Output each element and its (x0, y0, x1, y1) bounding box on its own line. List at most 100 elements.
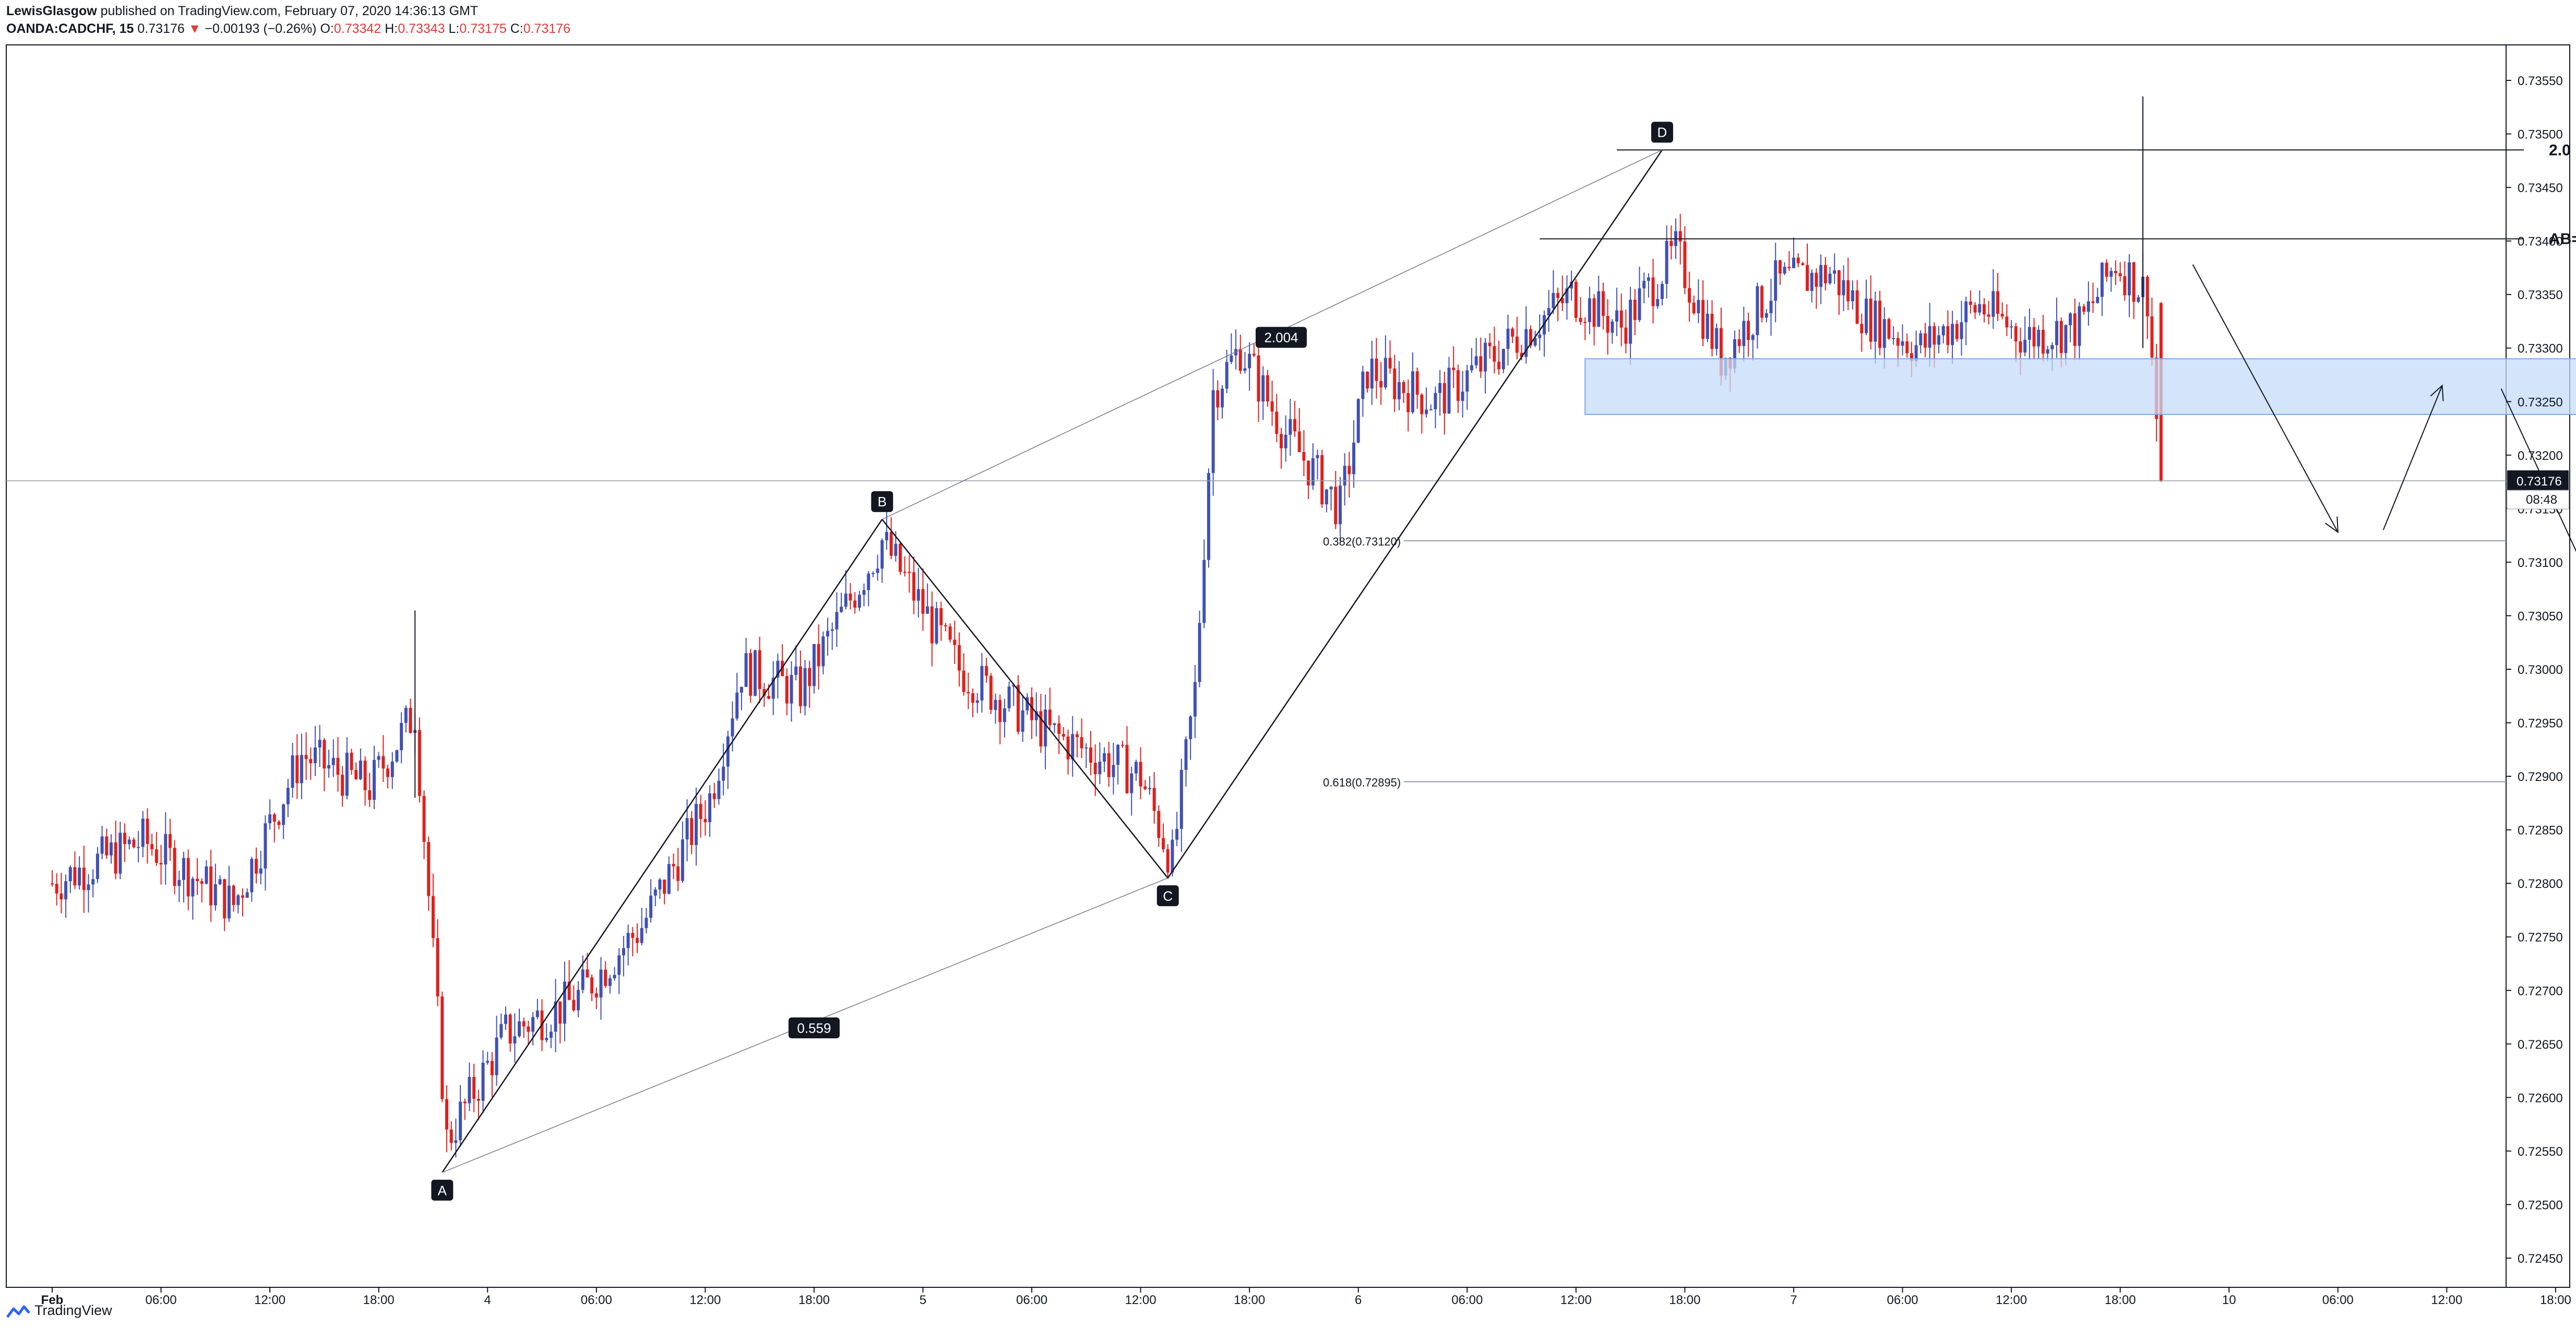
projection-arrow[interactable] (2500, 388, 2576, 782)
candle-body (1905, 341, 1909, 353)
candle-body (64, 881, 68, 899)
pattern-leg-AB[interactable] (442, 519, 883, 1173)
author-name[interactable]: LewisGlasgow (6, 4, 97, 18)
candle-body (549, 1032, 553, 1038)
price-axis[interactable]: 0.73550 0.73500 0.73450 0.73400 0.73350 0.733… (2506, 74, 2569, 1266)
candle-body (604, 969, 607, 986)
candle-body (1329, 487, 1333, 490)
candle-body (899, 543, 902, 572)
candle-body (577, 990, 580, 1011)
candle-body (109, 842, 113, 856)
candle-body (359, 760, 362, 779)
candle-body (1828, 274, 1832, 283)
price-tick-label: 0.72550 (2518, 1145, 2563, 1159)
candle-body (1465, 370, 1469, 392)
pattern-leg-BC[interactable] (881, 519, 1168, 879)
candle-body (712, 793, 716, 799)
time-tick-label: 18:00 (1669, 1293, 1700, 1307)
candle-body (817, 644, 820, 667)
candle-body (1642, 280, 1646, 289)
candle-body (1338, 485, 1342, 525)
candle-body (1189, 716, 1192, 739)
candle-body (318, 740, 321, 748)
candle-body (1084, 747, 1088, 749)
arrow-head (2324, 516, 2339, 534)
candle-body (1869, 298, 1873, 342)
candle-body (350, 752, 353, 770)
candle-body (1044, 709, 1047, 747)
point-label-c[interactable]: C (1156, 885, 1179, 906)
candle-body (1683, 241, 1687, 288)
candle-body (1107, 753, 1111, 777)
candle-body (300, 755, 303, 784)
candle-body (1910, 353, 1913, 361)
candle-body (1737, 339, 1741, 346)
supply-zone-rectangle[interactable] (1584, 358, 2576, 415)
projection-arrow[interactable] (2382, 385, 2443, 530)
candle-body (608, 978, 612, 986)
point-label-a[interactable]: A (431, 1179, 454, 1201)
candle-body (1034, 711, 1038, 720)
candle-body (731, 718, 734, 737)
candle-body (508, 1014, 512, 1044)
candle-body (1946, 326, 1950, 345)
candle-body (1411, 371, 1414, 412)
candle-body (975, 700, 979, 703)
candle-body (336, 757, 340, 775)
candle-body (1325, 489, 1328, 505)
tradingview-logo-icon[interactable] (6, 1304, 30, 1319)
footer-brand[interactable]: TradingView (34, 1302, 112, 1318)
candle-body (1987, 314, 1990, 317)
candle-body (1497, 361, 1501, 370)
candle-body (744, 653, 748, 687)
candle-body (1347, 466, 1351, 475)
candle-body (1021, 710, 1024, 732)
ratio-label[interactable]: 2.004 (1255, 327, 1307, 348)
price-tick-label: 0.72750 (2518, 931, 2563, 945)
candle-body (436, 938, 439, 997)
candle-body (96, 854, 99, 879)
candle-body (971, 693, 975, 703)
candle-body (681, 839, 684, 881)
candle-body (849, 593, 852, 601)
ratio-label-box (1255, 327, 1307, 348)
candle-body (363, 760, 367, 790)
candle-body (590, 977, 594, 994)
candle-body (1964, 301, 1968, 323)
candle-body (1747, 321, 1750, 340)
candle-body (1266, 375, 1269, 401)
projection-arrow[interactable] (2192, 264, 2339, 532)
price-tick-label: 0.72950 (2518, 717, 2563, 731)
symbol-label[interactable]: OANDA:CADCHF, 15 (6, 21, 134, 36)
candle-body (1810, 272, 1814, 291)
candle-body (1951, 324, 1954, 345)
candle-body (1003, 708, 1006, 722)
candle-body (640, 928, 643, 943)
ratio-label[interactable]: 0.559 (788, 1017, 840, 1039)
candle-body (2028, 327, 2031, 340)
point-label-d[interactable]: D (1651, 122, 1673, 143)
pattern-leg-CD[interactable] (1167, 149, 1663, 879)
candle-body (631, 933, 635, 938)
time-axis[interactable]: Feb 06:00 12:00 18:00 4 06:00 12:00 18:00 5 06:00… (41, 1287, 2576, 1307)
candle-body (2082, 306, 2086, 312)
candle-body (930, 606, 934, 644)
candle-body (636, 938, 639, 943)
candle-body (717, 780, 721, 799)
candle-body (1764, 313, 1768, 318)
candle-body (1225, 362, 1229, 389)
point-label-b[interactable]: B (871, 491, 893, 512)
down-arrow-icon: ▼ (188, 21, 201, 36)
candle-body (2005, 316, 2009, 328)
candle-body (459, 1101, 462, 1141)
price-tick-label: 0.73550 (2518, 74, 2563, 88)
candle-body (291, 755, 294, 788)
candle-body (1488, 342, 1492, 346)
footer: TradingView (6, 1299, 112, 1322)
candle-body (295, 755, 299, 784)
candle-body (1647, 277, 1650, 281)
candle-body (1787, 267, 1791, 268)
candle-body (1143, 786, 1147, 789)
candle-body (1629, 300, 1632, 344)
